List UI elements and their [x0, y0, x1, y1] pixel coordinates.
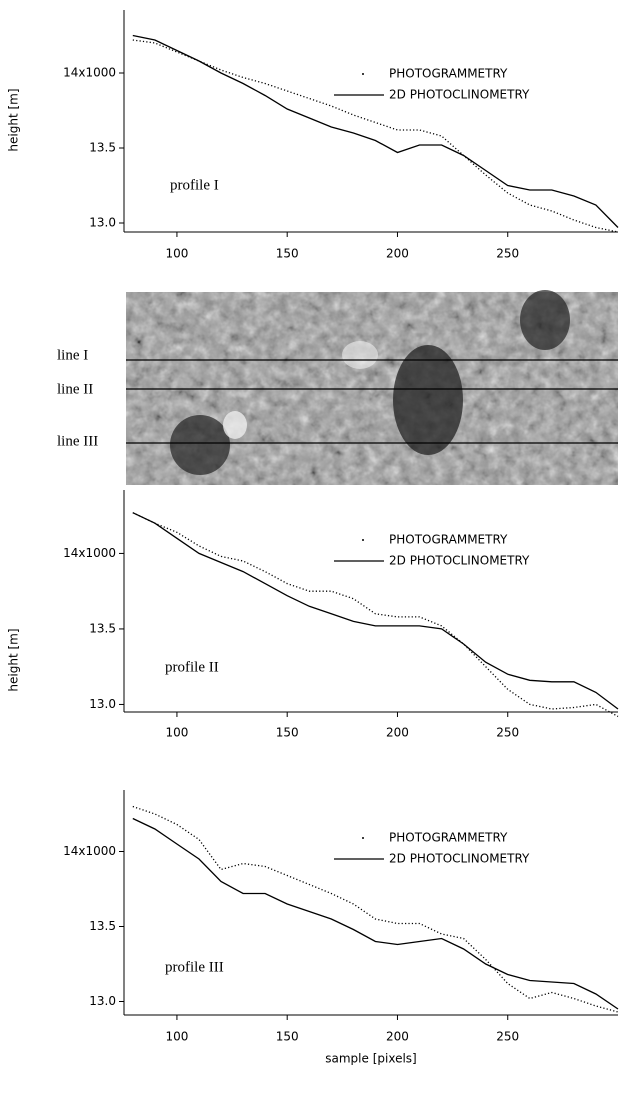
y-tick-label: 14x1000 — [63, 66, 116, 80]
x-tick-label: 250 — [496, 726, 519, 740]
y-tick-label: 13.0 — [89, 697, 116, 711]
x-tick-label: 100 — [165, 726, 188, 740]
legend-label: PHOTOGRAMMETRY — [389, 67, 508, 81]
series-line — [132, 817, 619, 1010]
x-tick-label: 150 — [276, 726, 299, 740]
x-tick-label: 150 — [276, 247, 299, 261]
annotation: profile III — [165, 959, 224, 975]
line-label: line III — [57, 433, 98, 449]
annotation: profile II — [165, 659, 219, 675]
x-tick-label: 200 — [386, 247, 409, 261]
y-tick-label: 13.5 — [89, 141, 116, 155]
x-tick-label: 150 — [276, 1030, 299, 1044]
crater-rim — [342, 341, 378, 369]
x-tick-label: 100 — [165, 1030, 188, 1044]
y-tick-label: 13.0 — [89, 994, 116, 1008]
x-tick-label: 250 — [496, 247, 519, 261]
line-label: line II — [57, 381, 93, 397]
y-tick-label: 13.5 — [89, 621, 116, 635]
series-line — [132, 39, 619, 233]
crater-image: line I line II line III — [57, 290, 618, 485]
y-tick-label: 14x1000 — [63, 546, 116, 560]
legend-label: 2D PHOTOCLINOMETRY — [389, 88, 530, 102]
x-tick-label: 100 — [165, 247, 188, 261]
annotation: profile I — [170, 177, 219, 193]
legend-label: PHOTOGRAMMETRY — [389, 533, 508, 547]
crater — [520, 290, 570, 350]
line-label: line I — [57, 347, 88, 363]
x-tick-label: 200 — [386, 1030, 409, 1044]
legend-label: 2D PHOTOCLINOMETRY — [389, 852, 530, 866]
x-tick-label: 200 — [386, 726, 409, 740]
crater-rim — [223, 411, 247, 439]
legend-label: PHOTOGRAMMETRY — [389, 831, 508, 845]
y-tick-label: 13.5 — [89, 919, 116, 933]
crater — [393, 345, 463, 455]
y-tick-label: 14x1000 — [63, 844, 116, 858]
x-axis-label: sample [pixels] — [325, 1052, 416, 1066]
series-line — [132, 34, 619, 228]
legend-swatch — [362, 837, 364, 839]
y-axis-label: height [m] — [7, 88, 21, 151]
crater — [170, 415, 230, 475]
series-line — [132, 512, 619, 710]
series-line — [132, 512, 619, 718]
legend-swatch — [362, 73, 364, 75]
legend-label: 2D PHOTOCLINOMETRY — [389, 554, 530, 568]
x-tick-label: 250 — [496, 1030, 519, 1044]
y-axis-label: height [m] — [7, 628, 21, 691]
series-line — [132, 805, 619, 1013]
legend-swatch — [362, 539, 364, 541]
y-tick-label: 13.0 — [89, 216, 116, 230]
